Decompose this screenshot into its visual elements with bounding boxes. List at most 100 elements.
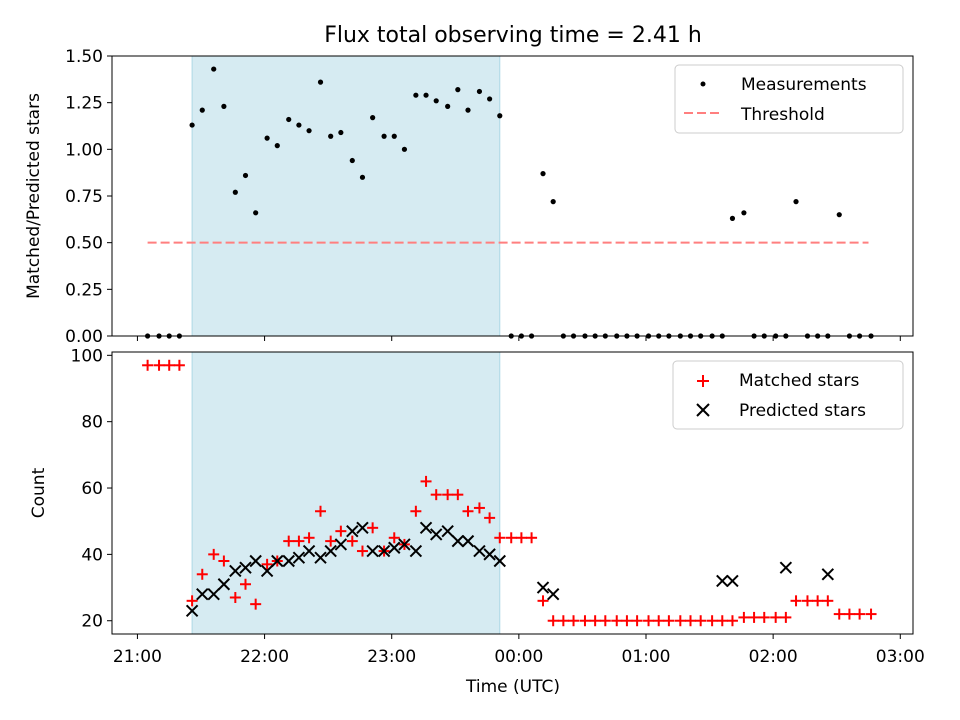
bottom-panel: 20 40 60 80 100 21:00 22:00 23:00 00:00 01:00 02:… <box>29 346 925 697</box>
top-legend-box <box>674 64 904 134</box>
measurement-point <box>487 96 493 102</box>
predicted-star-stroke <box>493 554 506 568</box>
predicted-star-stroke <box>388 541 401 554</box>
predicted-star-stroke <box>324 544 337 558</box>
matched-star-point <box>208 548 220 560</box>
predicted-star-stroke <box>271 554 284 568</box>
matched-star-point <box>293 535 305 547</box>
predicted-star-stroke <box>536 581 550 594</box>
predicted-star-point <box>282 554 295 568</box>
matched-star-point <box>579 615 591 627</box>
measurement-point <box>189 122 195 128</box>
matched-star-point <box>770 611 782 623</box>
matched-star-point <box>621 615 633 627</box>
bottom-y-tick-label: 60 <box>81 479 103 499</box>
matched-star-point <box>758 611 770 623</box>
matched-star-point <box>631 615 643 627</box>
top-y-tick-label: 1.00 <box>65 140 103 160</box>
measurement-point <box>296 122 302 128</box>
predicted-star-stroke <box>185 604 199 617</box>
predicted-star-stroke <box>441 524 454 538</box>
predicted-star-stroke <box>314 551 327 564</box>
matched-star-point <box>335 525 347 537</box>
measurement-point <box>476 88 483 95</box>
matched-star-point <box>685 615 696 627</box>
legend-threshold-label: Threshold <box>740 105 825 125</box>
predicted-star-point <box>302 544 316 558</box>
matched-star-point <box>854 608 866 620</box>
matched-star-point <box>367 522 379 534</box>
measurement-point <box>401 146 408 152</box>
predicted-star-point <box>493 554 506 568</box>
matched-star-point <box>410 505 422 517</box>
matched-star-point <box>716 615 728 627</box>
matched-star-point <box>812 595 824 607</box>
predicted-star-stroke <box>260 564 274 578</box>
measurement-point <box>328 133 334 139</box>
matched-star-point <box>653 615 665 627</box>
predicted-star-stroke <box>461 534 475 548</box>
matched-star-point <box>726 615 738 627</box>
predicted-star-point <box>260 564 274 578</box>
matched-star-point <box>462 505 474 517</box>
x-tick-label: 22:00 <box>240 647 289 667</box>
predicted-star-point <box>324 544 337 558</box>
matched-star-point <box>663 615 675 627</box>
matched-star-point <box>843 608 855 620</box>
matched-star-point <box>589 615 601 627</box>
top-y-tick-label: 1.50 <box>65 47 103 67</box>
chart-title: Flux total observing time = 2.41 h <box>324 23 702 48</box>
predicted-star-point <box>207 587 220 601</box>
matched-star-point <box>568 615 580 627</box>
predicted-star-stroke <box>217 578 231 591</box>
measurement-points <box>145 66 874 339</box>
top-y-axis-label: Matched/Predicted stars <box>24 93 44 299</box>
matched-star-point <box>442 489 454 501</box>
matched-star-point <box>153 359 165 371</box>
top-y-ticks: 0.00 0.25 0.50 0.75 1.00 1.25 1.50 <box>65 47 112 347</box>
bottom-observing-window <box>191 351 501 635</box>
measurement-point <box>741 210 747 216</box>
matched-star-point <box>790 595 802 607</box>
predicted-star-point <box>726 574 739 588</box>
matched-star-point <box>865 608 877 620</box>
measurement-point <box>221 103 227 109</box>
predicted-star-stroke <box>473 544 486 558</box>
predicted-star-point <box>366 544 379 558</box>
matched-star-point <box>801 595 813 607</box>
matched-star-point <box>186 595 198 607</box>
predicted-star-stroke <box>546 587 560 601</box>
predicted-star-point <box>346 524 359 538</box>
predicted-star-stroke <box>302 544 316 558</box>
predicted-star-point <box>483 548 496 561</box>
matched-star-point <box>706 615 718 627</box>
matched-star-point <box>780 611 792 623</box>
predicted-star-point <box>377 544 391 558</box>
predicted-star-point <box>292 551 306 564</box>
predicted-star-stroke <box>419 521 433 535</box>
bottom-legend: Matched stars Predicted stars <box>672 360 904 430</box>
x-tick-label: 02:00 <box>749 647 798 667</box>
legend-predicted-label: Predicted stars <box>739 401 866 421</box>
measurement-point <box>413 92 419 98</box>
top-y-tick-label: 0.75 <box>65 187 103 207</box>
predicted-stars-points <box>185 521 835 617</box>
x-axis-label: Time (UTC) <box>465 677 560 697</box>
matched-star-point <box>142 359 154 371</box>
predicted-star-stroke <box>398 538 411 551</box>
measurement-point <box>793 199 799 205</box>
bottom-y-tick-label: 40 <box>81 545 103 565</box>
measurement-point <box>729 215 736 221</box>
measurement-point <box>433 98 439 104</box>
predicted-star-point <box>779 561 793 574</box>
predicted-star-stroke <box>779 561 793 574</box>
measurement-point <box>497 113 503 119</box>
measurement-point <box>550 199 556 205</box>
matched-star-point <box>283 535 295 547</box>
matched-star-point <box>695 615 707 627</box>
predicted-star-point <box>239 561 252 574</box>
measurement-point <box>253 210 259 216</box>
predicted-star-stroke <box>356 521 369 535</box>
predicted-star-point <box>461 534 475 548</box>
